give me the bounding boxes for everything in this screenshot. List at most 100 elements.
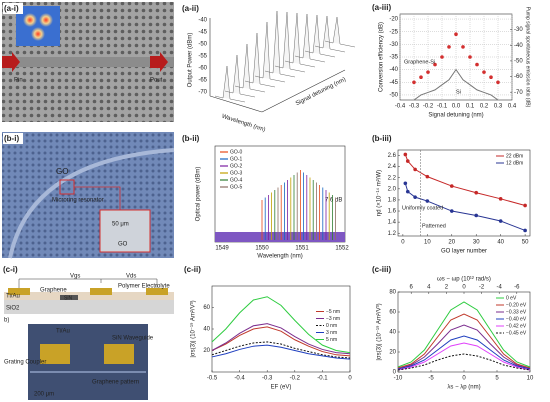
x-label: Wavelength (nm) [257, 254, 302, 260]
annotation: Patterned [422, 223, 446, 229]
x-tick-label: -0.3 [409, 104, 420, 110]
mode-spot [31, 27, 45, 41]
y2-tick-label: -60 [514, 74, 523, 80]
data-point [433, 62, 437, 67]
y-tick-label: 2.6 [388, 153, 397, 159]
x-tick-label: 50 [522, 240, 529, 246]
data-point [474, 190, 479, 195]
y-tick-label: 60 [203, 305, 210, 311]
data-point [482, 70, 486, 74]
legend-label: 0 eV [506, 295, 517, 301]
y-tick-label: 80 [389, 290, 396, 296]
axis [209, 95, 263, 113]
x-tick-label: 10 [527, 376, 534, 382]
noise-floor [215, 232, 345, 242]
x-tick-label: 1549 [215, 246, 229, 252]
y2-tick-label: -50 [514, 58, 523, 64]
y2-tick-label: -30 [514, 27, 523, 33]
legend-label: 0 nm [326, 323, 337, 329]
ring [8, 148, 175, 259]
x-tick-label: -0.2 [423, 104, 434, 110]
x-tick-label: -0.4 [395, 104, 406, 110]
panel-label: (b-ii) [182, 134, 200, 143]
x-tick-label: -5 [428, 376, 434, 382]
y-tick-label: -35 [389, 55, 398, 61]
circuit [18, 278, 158, 288]
x2-label: ωs − ωp (10¹² rad/s) [437, 277, 491, 283]
data-point [498, 197, 503, 201]
x-label: Wavelength (nm) [221, 114, 266, 134]
y-tick-label: -45 [198, 30, 207, 36]
wg: SiN Waveguide [112, 336, 154, 342]
legend-label: 3 nm [326, 330, 337, 336]
y-tick-label: 1.6 [388, 209, 397, 215]
data-point [468, 55, 472, 59]
y-tick-label: 20 [203, 348, 210, 354]
spectrum-trace [284, 12, 316, 68]
y-tick-label: -40 [389, 67, 398, 73]
x-tick-label: -0.3 [262, 376, 273, 382]
sin [60, 295, 78, 300]
substrate [4, 300, 174, 314]
label-box [3, 3, 23, 14]
legend-label: 12 dBm [506, 160, 523, 166]
data-point [447, 45, 451, 49]
data-point [426, 70, 430, 74]
spectrum-trace [224, 54, 256, 98]
spectrum-trace [294, 13, 326, 63]
data-point [475, 62, 479, 67]
x-tick-label: 0 [348, 376, 352, 382]
inset-label: GO [118, 242, 128, 248]
y-tick-label: -20 [389, 17, 398, 23]
vgs: Vgs [70, 274, 80, 280]
legend-label: GO-0 [230, 149, 242, 155]
annotation: Graphene-Si [404, 59, 435, 65]
x-label: GO layer number [441, 249, 487, 255]
series-line [397, 324, 531, 370]
series-line [211, 323, 351, 355]
y-tick-label: 2.4 [388, 164, 397, 170]
y-tick-label: -55 [198, 54, 207, 60]
y-label: Output Power (dBm) [188, 33, 194, 88]
mode-spot [39, 13, 53, 27]
annotation: Uniformly coated [402, 205, 443, 211]
legend-label: −0.40 eV [506, 316, 527, 322]
series-line [404, 154, 526, 206]
pointer [74, 186, 121, 210]
x-tick-label: -0.1 [437, 104, 448, 110]
panel-label: (b-iii) [372, 134, 392, 143]
vds: Vds [126, 274, 136, 280]
legend-label: −0.42 eV [506, 323, 527, 329]
polymer: Polymer Electrolyte [118, 284, 170, 290]
x-tick-label: -0.5 [207, 376, 218, 382]
y-tick-label: 40 [389, 330, 396, 336]
series-line [397, 313, 531, 369]
sio2: SiO2 [6, 306, 20, 312]
panel-label: (a-iii) [372, 3, 391, 12]
series-line [397, 301, 531, 368]
legend-label: −5 nm [326, 309, 340, 315]
sin: SiN [64, 295, 72, 301]
y-tick-label: -40 [198, 18, 207, 24]
data-point [405, 159, 410, 163]
polymer [4, 292, 174, 300]
x2-tick-label: 6 [410, 285, 414, 291]
y-tick-label: -30 [389, 42, 398, 48]
data-point [523, 228, 527, 233]
note: 7.6 dB [325, 198, 342, 204]
x2-tick-label: 4 [427, 285, 431, 291]
x2-tick-label: -4 [497, 285, 503, 291]
y-tick-label: 0 [393, 370, 397, 376]
data-point [474, 213, 479, 218]
axis [261, 69, 346, 113]
x-tick-label: -10 [394, 376, 403, 382]
arrow [2, 52, 20, 72]
panel-label: (a-i) [4, 4, 19, 13]
sub: b) [4, 318, 9, 324]
y-tick-label: -65 [198, 78, 207, 84]
y-tick-label: -45 [389, 80, 398, 86]
x-label: EF (eV) [271, 385, 292, 391]
x-tick-label: 1551 [295, 246, 309, 252]
inset [99, 209, 151, 253]
